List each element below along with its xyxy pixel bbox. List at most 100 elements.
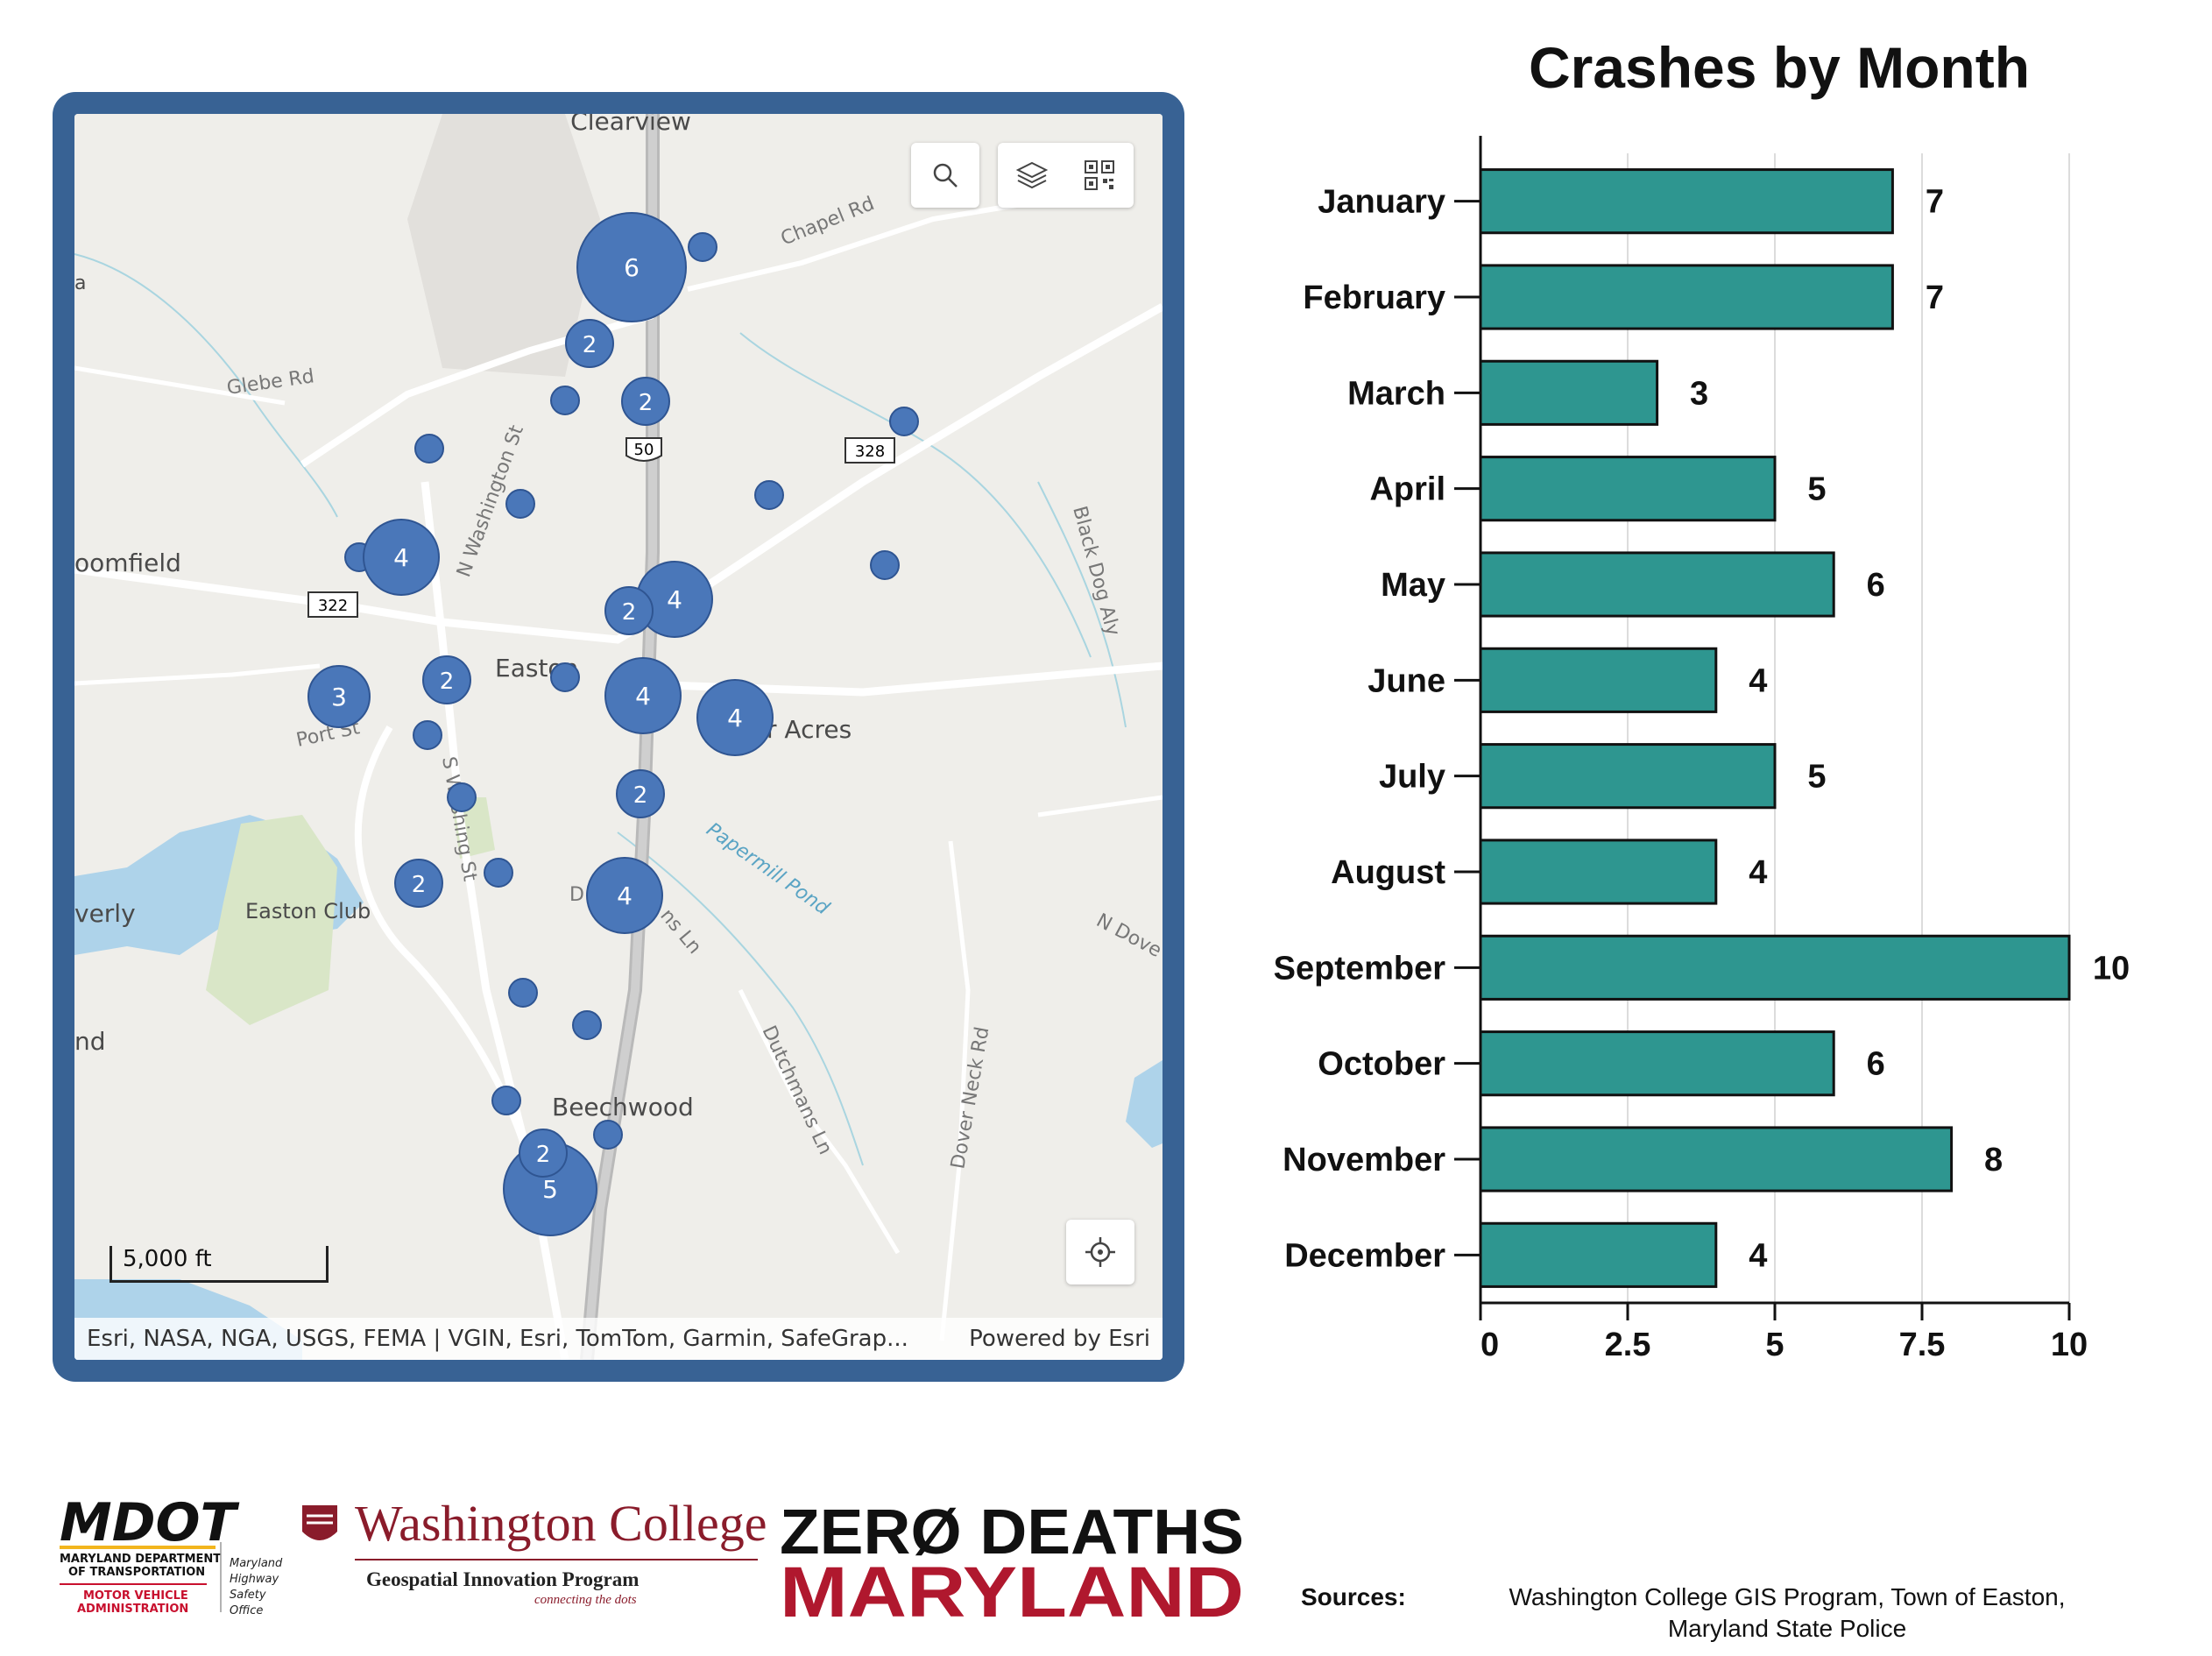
svg-text:Safety: Safety <box>230 1589 266 1602</box>
zero-deaths-maryland-logo: ZERØ DEATHS MARYLAND <box>780 1497 1244 1632</box>
category-label: November <box>1283 1142 1445 1178</box>
label-beechwood: Beechwood <box>552 1093 694 1122</box>
category-label: August <box>1331 854 1445 891</box>
category-label: July <box>1379 759 1445 796</box>
crash-point[interactable] <box>550 386 580 415</box>
x-tick-label: 2.5 <box>1605 1327 1651 1363</box>
bar <box>1479 456 1777 522</box>
svg-text:Highway: Highway <box>230 1573 279 1586</box>
crash-cluster[interactable] <box>621 377 670 426</box>
crash-cluster[interactable] <box>307 665 371 728</box>
bar <box>1479 1221 1718 1288</box>
crash-point[interactable] <box>491 1086 521 1115</box>
svg-text:connecting the dots: connecting the dots <box>534 1593 637 1607</box>
crash-point[interactable] <box>484 858 513 888</box>
label-land: nd <box>74 1027 106 1056</box>
svg-text:Geospatial Innovation Program: Geospatial Innovation Program <box>366 1568 639 1590</box>
crash-cluster[interactable] <box>616 769 665 818</box>
map-attribution: Esri, NASA, NGA, USGS, FEMA | VGIN, Esri… <box>74 1318 1163 1360</box>
crash-point[interactable] <box>505 489 535 519</box>
cluster-count: 2 <box>412 872 427 898</box>
crash-cluster[interactable] <box>565 319 614 368</box>
category-label: May <box>1381 567 1445 604</box>
label-bloomfield: oomfield <box>74 548 181 577</box>
label-easton-club: Easton Club <box>245 899 371 924</box>
svg-text:Maryland: Maryland <box>230 1557 283 1570</box>
footer: MDOT MARYLAND DEPARTMENT OF TRANSPORTATI… <box>0 1481 2212 1652</box>
category-label: September <box>1274 950 1446 987</box>
crash-point[interactable] <box>572 1010 602 1040</box>
label-waverly: verly <box>74 899 136 928</box>
crash-point[interactable] <box>413 720 442 750</box>
crash-point[interactable] <box>754 480 784 510</box>
x-tick-label: 0 <box>1481 1327 1499 1363</box>
crash-cluster[interactable] <box>519 1129 568 1178</box>
bar <box>1479 1126 1954 1192</box>
scale-bar: 5,000 ft <box>110 1246 329 1283</box>
cluster-count: 4 <box>393 543 409 572</box>
search-button[interactable] <box>911 143 979 208</box>
svg-text:322: 322 <box>318 597 348 615</box>
layers-button[interactable] <box>1014 158 1049 193</box>
category-label: June <box>1367 662 1445 699</box>
chapel-rd <box>687 199 1039 292</box>
cluster-count: 4 <box>635 682 651 711</box>
powered-by-esri[interactable]: Powered by Esri <box>969 1326 1150 1352</box>
value-label: 5 <box>1807 759 1826 796</box>
bar <box>1479 264 1894 330</box>
crashes-by-month-chart: Crashes by Month January 7 February 7 March 3 A… <box>1274 35 2131 1363</box>
sources-line1: Washington College GIS Program, Town of … <box>1509 1583 2066 1610</box>
cluster-count: 2 <box>622 599 637 626</box>
cluster-count: 3 <box>331 683 347 711</box>
washington-college-logo: Washington College Geospatial Innovation… <box>302 1495 767 1607</box>
cluster-count: 6 <box>624 253 640 282</box>
value-label: 7 <box>1926 184 1944 221</box>
crash-point[interactable] <box>508 978 538 1008</box>
cluster-count: 4 <box>727 704 743 732</box>
crash-point[interactable] <box>447 782 477 812</box>
bar <box>1479 1030 1835 1097</box>
crash-points[interactable] <box>344 232 919 1150</box>
crash-point[interactable] <box>593 1120 623 1150</box>
bar <box>1479 359 1659 426</box>
crash-cluster[interactable] <box>586 857 663 934</box>
locate-button[interactable] <box>1066 1220 1134 1284</box>
east-road <box>617 662 1163 697</box>
label-d: D <box>569 884 584 906</box>
crash-cluster[interactable] <box>604 657 682 734</box>
value-label: 7 <box>1926 280 1944 316</box>
crash-cluster[interactable] <box>604 586 654 635</box>
crash-point[interactable] <box>889 407 919 436</box>
crash-point[interactable] <box>550 662 580 692</box>
value-label: 8 <box>1984 1142 2003 1178</box>
value-label: 4 <box>1749 854 1767 891</box>
map-canvas[interactable]: Clearview Chapel Rd Glebe Rd oomfield a … <box>74 114 1163 1360</box>
bar <box>1479 551 1835 618</box>
shield-328: 328 <box>845 437 895 464</box>
crash-cluster[interactable] <box>363 519 440 596</box>
crash-point[interactable] <box>414 434 444 464</box>
layers-icon <box>1015 161 1048 189</box>
value-label: 4 <box>1749 1237 1767 1274</box>
crash-cluster[interactable] <box>422 655 471 704</box>
cluster-count: 4 <box>617 881 633 910</box>
svg-text:Office: Office <box>230 1604 263 1617</box>
attribution-text[interactable]: Esri, NASA, NGA, USGS, FEMA | VGIN, Esri… <box>87 1326 908 1352</box>
svg-text:ZERØ DEATHS: ZERØ DEATHS <box>780 1497 1244 1568</box>
bar <box>1479 743 1777 810</box>
crash-point[interactable] <box>870 550 900 580</box>
value-label: 6 <box>1867 567 1885 604</box>
crash-cluster[interactable] <box>576 212 687 322</box>
mdot-logo: MDOT MARYLAND DEPARTMENT OF TRANSPORTATI… <box>60 1492 283 1617</box>
label-clearview: Clearview <box>570 114 691 136</box>
map-toolbar <box>998 143 1134 208</box>
bar <box>1479 647 1718 713</box>
crash-point[interactable] <box>688 232 717 262</box>
crash-cluster[interactable] <box>696 679 774 756</box>
svg-text:328: 328 <box>855 442 885 461</box>
chart-title: Crashes by Month <box>1529 35 2030 100</box>
crash-cluster[interactable] <box>394 859 443 908</box>
svg-text:OF TRANSPORTATION: OF TRANSPORTATION <box>68 1566 205 1579</box>
qr-code-button[interactable] <box>1082 158 1117 193</box>
map-view[interactable]: Clearview Chapel Rd Glebe Rd oomfield a … <box>74 114 1163 1360</box>
